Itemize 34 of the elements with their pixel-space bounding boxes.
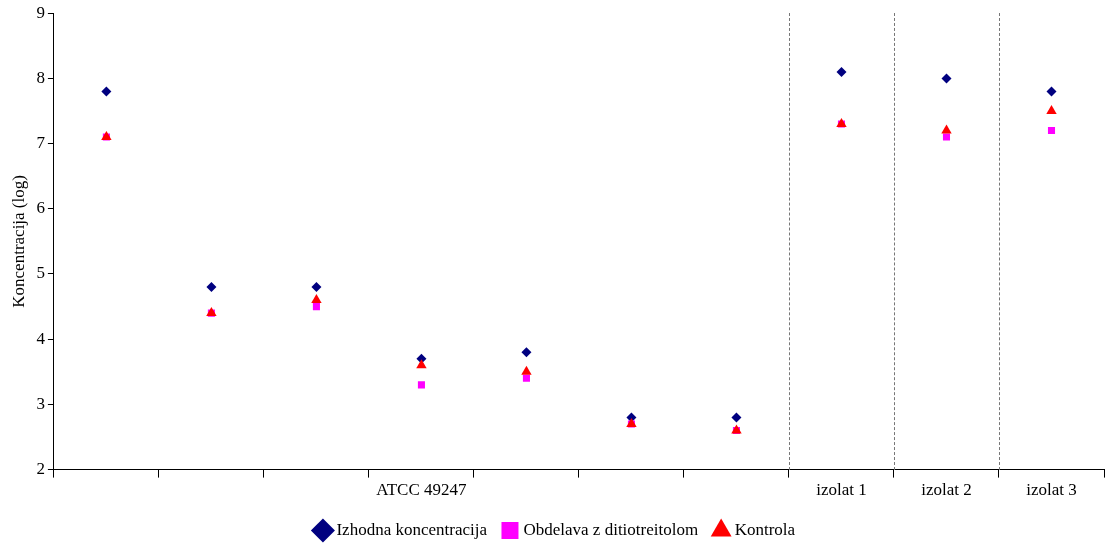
y-tick-label: 2	[36, 459, 45, 479]
x-tick-label: izolat 2	[921, 480, 972, 500]
point	[522, 374, 530, 382]
x-tick-label: izolat 3	[1026, 480, 1077, 500]
y-tick-label: 7	[36, 133, 46, 153]
point	[1047, 127, 1056, 135]
point	[416, 359, 427, 369]
point	[1046, 86, 1057, 97]
legend-label: Obdelava z ditiotreitolom	[523, 519, 699, 539]
point	[941, 124, 952, 134]
point	[521, 365, 532, 375]
y-tick-label: 9	[36, 2, 45, 22]
legend-label: Izhodna koncentracija	[336, 519, 488, 539]
y-tick-label: 4	[36, 328, 46, 348]
point	[1046, 105, 1057, 114]
legend-label: Kontrola	[734, 519, 796, 539]
point	[941, 73, 952, 84]
point	[206, 282, 217, 293]
y-tick-label: 8	[36, 67, 45, 87]
x-tick-label: ATCC 49247	[376, 480, 468, 500]
point	[101, 86, 112, 97]
x-tick-label: izolat 1	[816, 480, 867, 500]
point	[312, 303, 320, 311]
point	[417, 381, 425, 389]
y-tick-label: 5	[36, 263, 45, 283]
y-tick-label: 6	[36, 198, 45, 218]
y-tick-label: 3	[36, 393, 45, 413]
point	[311, 282, 322, 293]
point	[942, 133, 951, 141]
point	[836, 66, 847, 77]
point	[731, 412, 742, 423]
y-axis-title: Koncentracija (log)	[8, 175, 28, 308]
point	[521, 347, 532, 358]
point	[311, 294, 322, 304]
